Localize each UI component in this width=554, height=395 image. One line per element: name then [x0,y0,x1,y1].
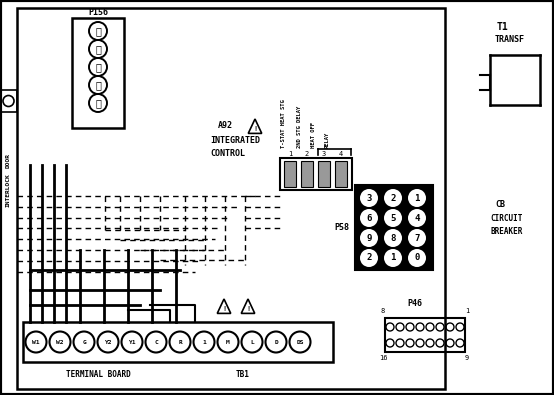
Text: 5: 5 [391,214,396,222]
Text: 1: 1 [288,151,292,157]
Text: 3: 3 [366,194,372,203]
Text: CIRCUIT: CIRCUIT [490,214,522,223]
Text: TERMINAL BOARD: TERMINAL BOARD [65,370,130,379]
Text: 7: 7 [414,233,420,243]
Text: 16: 16 [379,355,387,361]
Text: RELAY: RELAY [325,132,330,148]
Text: 1: 1 [465,308,469,314]
Text: P46: P46 [408,299,423,308]
Text: W2: W2 [57,339,64,344]
Text: P156: P156 [88,8,108,17]
Circle shape [360,209,378,227]
Bar [355,185,433,270]
Text: Y1: Y1 [128,339,136,344]
Text: TRANSF: TRANSF [495,35,525,44]
Text: 4: 4 [339,151,343,157]
Text: ⑤: ⑤ [95,26,101,36]
Circle shape [384,229,402,247]
Text: 9: 9 [465,355,469,361]
Circle shape [384,209,402,227]
Bar [0,90,17,112]
Text: 3: 3 [322,151,326,157]
Circle shape [360,249,378,267]
Text: W1: W1 [32,339,40,344]
Text: 0: 0 [414,254,420,263]
Bar [335,161,347,187]
Text: HEAT OFF: HEAT OFF [310,122,315,148]
Circle shape [360,189,378,207]
Text: 2: 2 [366,254,372,263]
Text: 1: 1 [202,339,206,344]
Circle shape [360,229,378,247]
Circle shape [408,209,426,227]
Text: L: L [250,339,254,344]
Text: !: ! [246,306,250,312]
Text: T-STAT HEAT STG: T-STAT HEAT STG [280,99,285,148]
Bar [72,18,124,128]
Bar [318,161,330,187]
Bar [23,322,333,362]
Text: TB1: TB1 [236,370,250,379]
Text: 2: 2 [305,151,309,157]
Text: ②: ② [95,80,101,90]
Text: INTERLOCK: INTERLOCK [6,173,11,207]
Circle shape [384,189,402,207]
Bar [280,158,352,190]
Text: CB: CB [495,200,505,209]
Text: !: ! [253,126,257,132]
Text: 6: 6 [366,214,372,222]
Bar [385,318,465,352]
Bar [17,8,445,389]
Bar [301,161,313,187]
Text: R: R [178,339,182,344]
Text: 2ND STG DELAY: 2ND STG DELAY [296,106,301,148]
Text: 8: 8 [391,233,396,243]
Text: ①: ① [95,98,101,108]
Text: 1: 1 [391,254,396,263]
Text: P58: P58 [334,223,349,232]
Text: 2: 2 [391,194,396,203]
Text: 4: 4 [414,214,420,222]
Text: DOOR: DOOR [6,152,11,167]
Text: G: G [82,339,86,344]
Text: T1: T1 [497,22,509,32]
Text: CONTROL: CONTROL [210,149,245,158]
Text: 9: 9 [366,233,372,243]
Circle shape [384,249,402,267]
Text: A92: A92 [218,120,233,130]
Text: INTEGRATED: INTEGRATED [210,135,260,145]
Bar [284,161,296,187]
Text: Y2: Y2 [104,339,112,344]
Circle shape [408,249,426,267]
Text: ④: ④ [95,44,101,54]
Text: 8: 8 [381,308,385,314]
Text: M: M [226,339,230,344]
Circle shape [408,189,426,207]
Text: C: C [154,339,158,344]
Text: 1: 1 [414,194,420,203]
Text: D: D [274,339,278,344]
Circle shape [408,229,426,247]
Text: ③: ③ [95,62,101,72]
Text: BREAKER: BREAKER [490,227,522,236]
Text: DS: DS [296,339,304,344]
Text: !: ! [222,306,226,312]
